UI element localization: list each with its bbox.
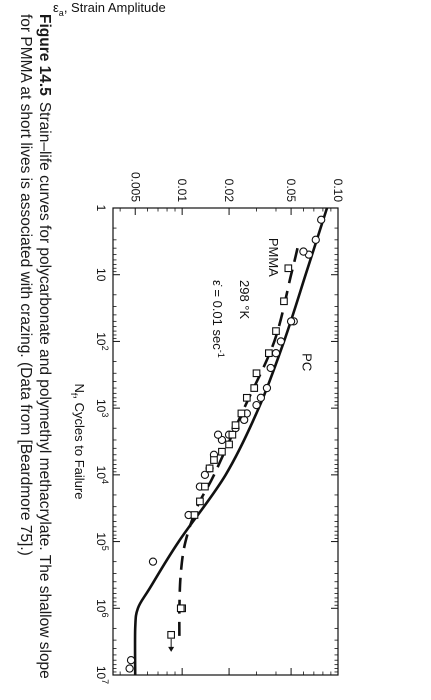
x-tick-label: 103 (94, 399, 110, 417)
x-tick-label-base: 1 (94, 205, 108, 212)
point-pmma (176, 604, 185, 613)
point-pmma (272, 327, 280, 335)
point-pc (252, 400, 261, 410)
point-pc (299, 247, 308, 256)
figure-number: Figure 14.5 (36, 14, 53, 96)
x-tick-label-exp: 2 (100, 346, 110, 351)
y-tick-label: 0.05 (284, 179, 298, 203)
x-tick-label-exp: 7 (100, 679, 110, 684)
annotation-strain-rate: ε̇ = 0.01 sec-1 (210, 280, 226, 358)
point-pc (271, 349, 281, 358)
point-pmma (264, 349, 273, 358)
x-tick-label-exp: 5 (100, 546, 110, 551)
x-tick-label-base: 10 (94, 268, 108, 282)
point-pmma (201, 482, 209, 491)
point-pmma (284, 264, 293, 273)
point-pmma (280, 297, 288, 306)
data-points (125, 215, 326, 673)
point-pmma (218, 447, 226, 456)
x-tick-label: 1 (94, 205, 108, 212)
x-tick-label: 102 (94, 332, 110, 350)
figure-caption: Figure 14.5Strain–life curves for polyca… (16, 14, 54, 690)
point-pc (126, 656, 136, 665)
y-axis-label-symbol: ε (53, 0, 59, 15)
x-axis-label: Nf, Cycles to Failure (69, 384, 87, 500)
x-tick-label-base: 10 (94, 666, 108, 680)
y-tick-label: 0.005 (128, 172, 142, 202)
point-pmma (205, 464, 214, 473)
point-pc (311, 235, 320, 244)
point-pmma (252, 369, 261, 378)
point-pmma (228, 430, 237, 439)
x-axis-label-rest: , Cycles to Failure (72, 395, 87, 499)
point-pc (256, 393, 266, 402)
annotation-rate-text: ε̇ = 0.01 sec (210, 280, 225, 350)
x-tick-label: 105 (94, 532, 110, 550)
point-pmma (231, 421, 240, 430)
point-pmma (190, 511, 199, 519)
y-tick-label: 0.10 (331, 179, 345, 203)
x-tick-label-base: 10 (94, 532, 108, 546)
point-pc (262, 383, 272, 393)
x-tick-label-exp: 3 (100, 412, 110, 417)
point-pc (266, 363, 275, 373)
curve-pmma (178, 247, 299, 641)
x-tick-label: 106 (94, 599, 110, 617)
caption-text: Strain–life curves for polycarbonate and… (17, 14, 53, 679)
x-tick-label-base: 10 (94, 332, 108, 346)
y-tick-label: 0.01 (175, 179, 189, 203)
series-label-pc: PC (299, 353, 314, 371)
y-axis-label-sub: a (59, 8, 64, 18)
fitted-curves (133, 207, 329, 676)
point-pmma (210, 456, 218, 464)
curve-pc (133, 207, 329, 676)
point-pmma (242, 393, 251, 402)
series-label-pmma: PMMA (266, 238, 281, 277)
point-pmma (167, 630, 176, 639)
x-axis-label-sub: f (69, 393, 79, 396)
x-tick-label: 104 (94, 466, 110, 484)
x-tick-label-exp: 4 (100, 479, 110, 484)
x-tick-label-exp: 6 (100, 612, 110, 617)
annotation-temperature: 298 °K (237, 280, 252, 320)
point-pc (125, 664, 134, 673)
annotation-rate-exp: -1 (216, 350, 226, 358)
point-pmma (250, 384, 259, 392)
y-tick-label: 0.02 (222, 179, 236, 203)
chart-labels: PC PMMA 298 °K ε̇ = 0.01 sec-1 Nf, Cycle… (53, 0, 314, 499)
point-pc (148, 557, 158, 566)
point-pc (200, 470, 210, 480)
x-tick-label-base: 10 (94, 466, 108, 480)
y-axis-label: εa, Strain Amplitude (53, 0, 166, 18)
x-tick-label: 10 (94, 268, 108, 282)
point-pc (213, 430, 223, 439)
x-axis-label-symbol: N (72, 384, 87, 393)
x-tick-label: 107 (94, 666, 110, 684)
point-pc (317, 215, 326, 224)
y-axis-label-rest: , Strain Amplitude (64, 0, 166, 15)
point-pc (240, 415, 249, 425)
point-pc (276, 337, 286, 346)
point-pc (286, 317, 296, 326)
point-pmma (225, 440, 233, 449)
x-tick-label-base: 10 (94, 599, 108, 613)
point-pmma (196, 497, 204, 506)
plot-frame (112, 207, 339, 676)
point-pmma (237, 409, 246, 418)
x-tick-label-base: 10 (94, 399, 108, 413)
runout-arrowhead (168, 646, 175, 652)
